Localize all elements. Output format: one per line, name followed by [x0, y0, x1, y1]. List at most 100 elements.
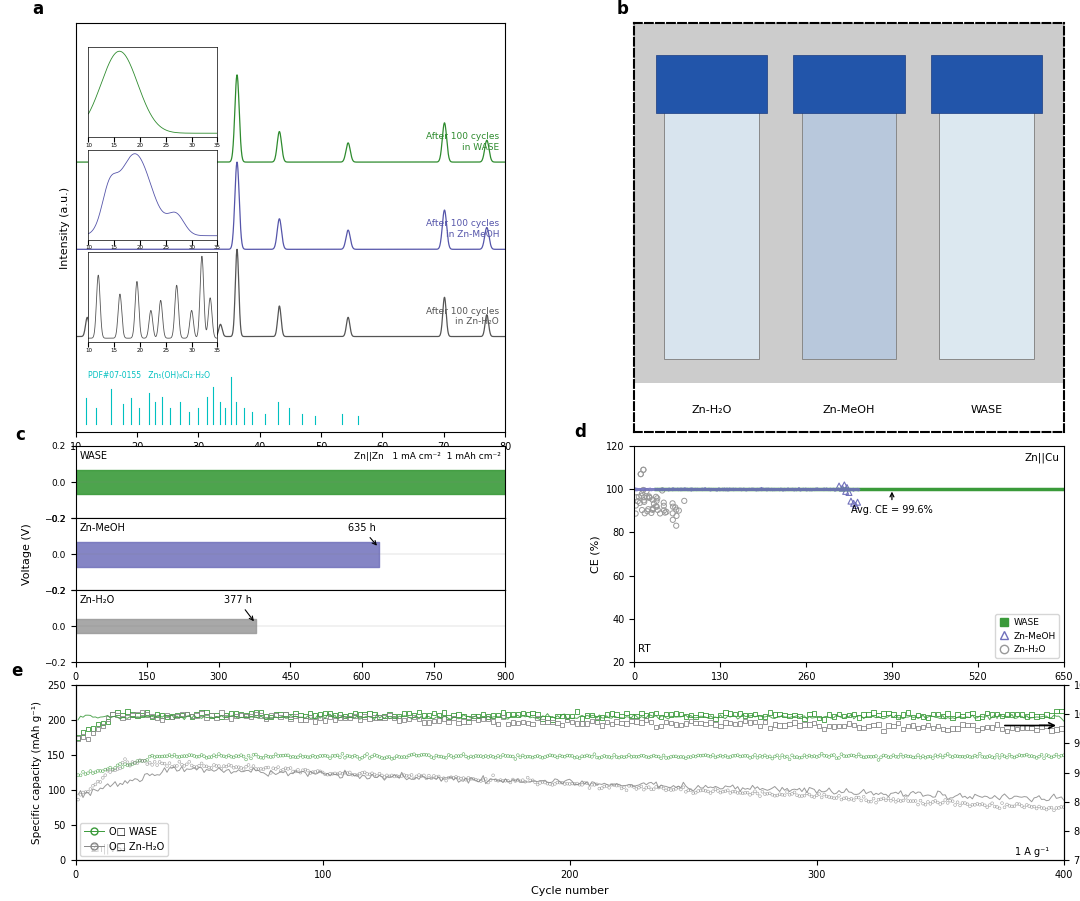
Point: [627, 708, 645, 723]
Point: [796, 788, 813, 803]
Point: [482, 749, 499, 763]
Point: [850, 710, 867, 724]
Point: [341, 750, 359, 764]
Point: [346, 705, 363, 720]
Point: [919, 750, 936, 764]
Point: [213, 710, 230, 724]
Point: [405, 707, 422, 722]
Point: [969, 711, 986, 725]
Point: [685, 786, 702, 800]
Point: [670, 750, 687, 764]
Point: [326, 708, 343, 723]
Point: [435, 771, 453, 786]
Legend: O□ WASE, O□ Zn-H₂O: O□ WASE, O□ Zn-H₂O: [81, 823, 167, 856]
Point: [907, 794, 924, 808]
Point: [600, 750, 618, 764]
Point: [773, 787, 791, 802]
Point: [470, 773, 487, 787]
Point: [195, 759, 213, 773]
Point: [370, 710, 388, 724]
Point: [756, 715, 773, 730]
Point: [904, 710, 921, 724]
Point: [813, 747, 831, 761]
Point: [596, 779, 613, 794]
Point: [963, 718, 981, 733]
Text: RT: RT: [638, 643, 651, 653]
Point: [146, 750, 163, 764]
Point: [766, 717, 783, 732]
Point: [773, 748, 791, 762]
Point: [1001, 798, 1018, 813]
Point: [102, 760, 119, 775]
Point: [96, 768, 113, 782]
Point: [319, 749, 336, 763]
Point: [240, 749, 257, 763]
Point: [593, 781, 610, 796]
Point: [892, 747, 909, 761]
Point: [381, 706, 399, 721]
Point: [845, 496, 862, 511]
Point: [99, 711, 117, 725]
Point: [153, 756, 171, 770]
Point: [119, 758, 136, 772]
Point: [1013, 749, 1030, 763]
Point: [1018, 721, 1036, 735]
Point: [220, 748, 238, 762]
Point: [1048, 747, 1065, 761]
Point: [791, 789, 808, 804]
Point: [134, 754, 151, 769]
Point: [929, 719, 946, 733]
Point: [887, 795, 904, 809]
Point: [737, 714, 754, 728]
Point: [524, 751, 541, 765]
Point: [287, 709, 305, 724]
Point: [924, 751, 942, 765]
Point: [564, 715, 581, 730]
Point: [613, 716, 631, 731]
Point: [94, 715, 111, 730]
Point: [706, 712, 724, 726]
Point: [437, 773, 455, 787]
Point: [821, 719, 838, 733]
Point: [996, 800, 1013, 815]
Point: [638, 504, 656, 518]
Point: [267, 707, 284, 722]
Point: [464, 771, 482, 786]
Point: [846, 706, 863, 721]
Point: [727, 785, 744, 799]
Point: [504, 772, 522, 787]
Point: [761, 705, 779, 720]
Point: [880, 750, 897, 764]
Point: [858, 750, 875, 764]
Point: [166, 759, 184, 773]
Point: [416, 708, 433, 723]
Point: [356, 765, 374, 779]
Point: [924, 721, 942, 735]
Point: [994, 722, 1011, 736]
Point: [440, 710, 457, 724]
Point: [815, 749, 833, 763]
Point: [156, 757, 173, 771]
Point: [840, 749, 858, 763]
Point: [343, 750, 361, 764]
Point: [589, 711, 606, 725]
Point: [378, 769, 395, 783]
Point: [391, 714, 408, 728]
Point: [356, 709, 374, 724]
Point: [643, 782, 660, 796]
Point: [712, 786, 729, 800]
Point: [650, 780, 667, 795]
Point: [635, 493, 652, 507]
Point: [603, 751, 620, 765]
Point: [579, 748, 596, 762]
Point: [447, 749, 464, 763]
Point: [712, 749, 729, 763]
Point: [336, 766, 353, 780]
Point: [84, 725, 102, 740]
Point: [1048, 704, 1065, 718]
Point: [257, 712, 274, 726]
Point: [618, 783, 635, 797]
Point: [643, 505, 660, 520]
Bar: [801, 105, 896, 359]
Point: [717, 715, 734, 730]
